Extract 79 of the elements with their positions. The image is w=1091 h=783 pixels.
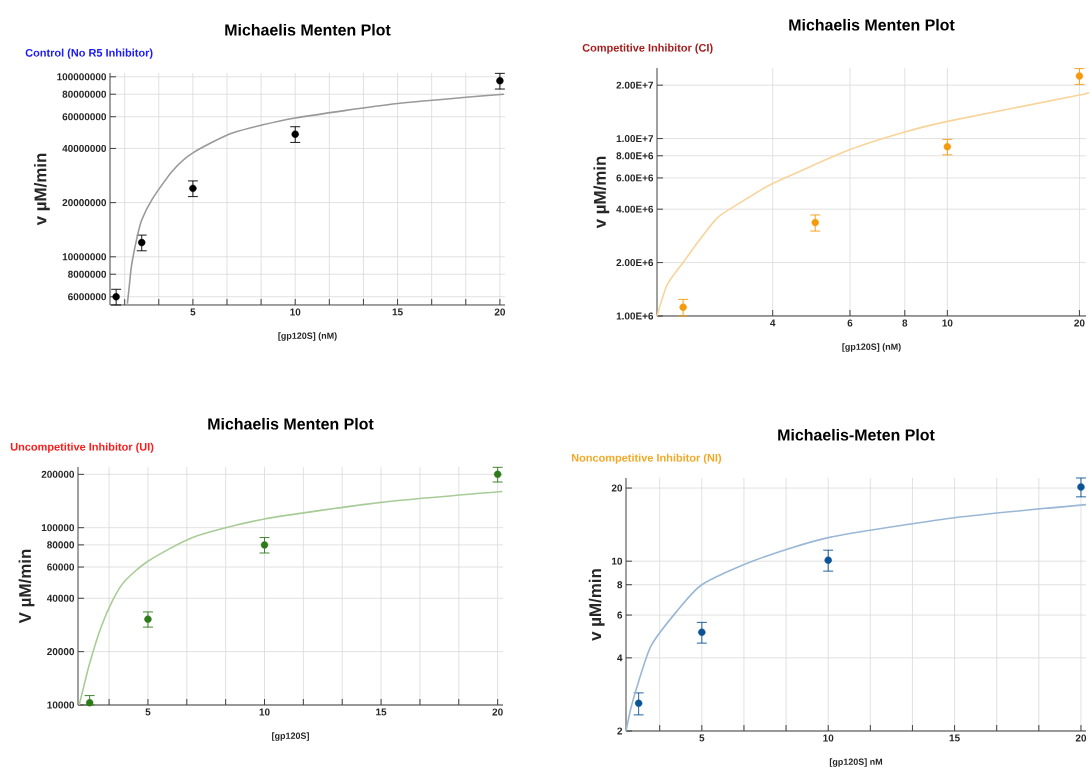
x-tick-label: 8 (902, 319, 908, 327)
point (1075, 72, 1084, 80)
y-tick-label: 200000 (41, 470, 75, 478)
y-tick-label: 8.00E+6 (616, 152, 654, 160)
y-tick-label: 10000 (47, 701, 75, 709)
y-tick-label: 8000000 (68, 270, 107, 278)
y-tick-label: 40000 (46, 594, 75, 602)
y-tick-label: 80000 (47, 541, 75, 549)
x-tick-label: 10 (942, 319, 953, 327)
x-tick-label: 20 (1075, 734, 1087, 742)
point (943, 143, 952, 151)
y-tick-label: 80000000 (62, 90, 107, 98)
point (634, 699, 643, 707)
point (189, 184, 197, 193)
x-axis-title: [gp120S] (272, 732, 309, 741)
x-tick-label: 4 (770, 319, 776, 327)
y-tick-label: 4 (617, 654, 623, 662)
chart-subtitle: Noncompetitive Inhibitor (NI) (571, 453, 722, 464)
x-tick-label: 5 (145, 708, 151, 716)
x-tick-label: 15 (392, 308, 403, 316)
x-tick-label: 10 (823, 734, 834, 742)
y-tick-label: 10000000 (62, 253, 107, 261)
x-tick-label: 6 (847, 319, 853, 327)
point (144, 615, 152, 623)
x-tick-label: 20 (494, 308, 506, 316)
chart-title: Michaelis Menten Plot (208, 417, 374, 430)
y-tick-label: 20000000 (62, 199, 107, 207)
y-tick-label: 2.00E+6 (616, 259, 654, 267)
chart-subtitle: Competitive Inhibitor (CI) (582, 43, 713, 54)
y-tick-label: 100000 (41, 524, 75, 532)
x-tick-label: 5 (699, 734, 705, 742)
y-axis-title: v µM/min (33, 153, 50, 226)
x-tick-label: 20 (1074, 319, 1085, 327)
x-axis-title: [gp120S] nM (829, 758, 883, 767)
point (811, 218, 819, 227)
y-tick-label: 8 (617, 581, 623, 589)
y-axis-title: v µM/min (593, 156, 610, 229)
y-tick-label: 1.00E+6 (616, 312, 654, 320)
y-tick-label: 100000000 (57, 73, 107, 81)
point (493, 470, 502, 479)
y-tick-label: 4.00E+6 (616, 205, 654, 213)
x-tick-label: 10 (259, 708, 270, 716)
y-tick-label: 20 (611, 484, 623, 492)
x-tick-label: 10 (290, 308, 301, 316)
point (260, 541, 269, 549)
y-tick-label: 1.00E+7 (616, 135, 654, 143)
chart-title: Michaelis Menten Plot (225, 23, 391, 36)
x-tick-label: 15 (376, 708, 387, 716)
x-axis-title: [gp120S] (nM) (278, 332, 337, 341)
y-tick-label: 60000000 (62, 113, 107, 121)
y-tick-label: 2.00E+7 (616, 81, 654, 89)
chart-title: Michaelis Menten Plot (789, 18, 955, 31)
point (112, 293, 120, 301)
point (698, 628, 706, 636)
line-series (126, 93, 505, 305)
point (824, 556, 832, 564)
y-axis-title: V µM/min (18, 549, 35, 624)
x-tick-label: 5 (190, 308, 196, 316)
point (679, 303, 687, 311)
y-tick-label: 20000 (47, 648, 75, 656)
point (496, 77, 504, 85)
y-axis-title: v µM/min (588, 569, 605, 641)
y-tick-label: 6000000 (68, 293, 107, 301)
chart-subtitle: Uncompetitive Inhibitor (UI) (10, 442, 154, 453)
y-tick-label: 6 (617, 611, 623, 619)
chart-title: Michaelis-Meten Plot (778, 428, 935, 441)
y-tick-label: 10 (612, 557, 623, 565)
point (85, 699, 94, 707)
x-axis-title: [gp120S] (nM) (842, 343, 901, 352)
point (1077, 483, 1085, 491)
chart-subtitle: Control (No R5 Inhibitor) (25, 48, 153, 59)
y-tick-label: 2 (617, 727, 623, 735)
y-tick-label: 6.00E+6 (616, 174, 654, 182)
y-tick-label: 60000 (47, 563, 75, 571)
point (138, 238, 146, 247)
point (291, 130, 299, 138)
x-tick-label: 15 (949, 734, 960, 742)
y-tick-label: 40000000 (62, 144, 107, 152)
x-tick-label: 20 (492, 708, 503, 716)
